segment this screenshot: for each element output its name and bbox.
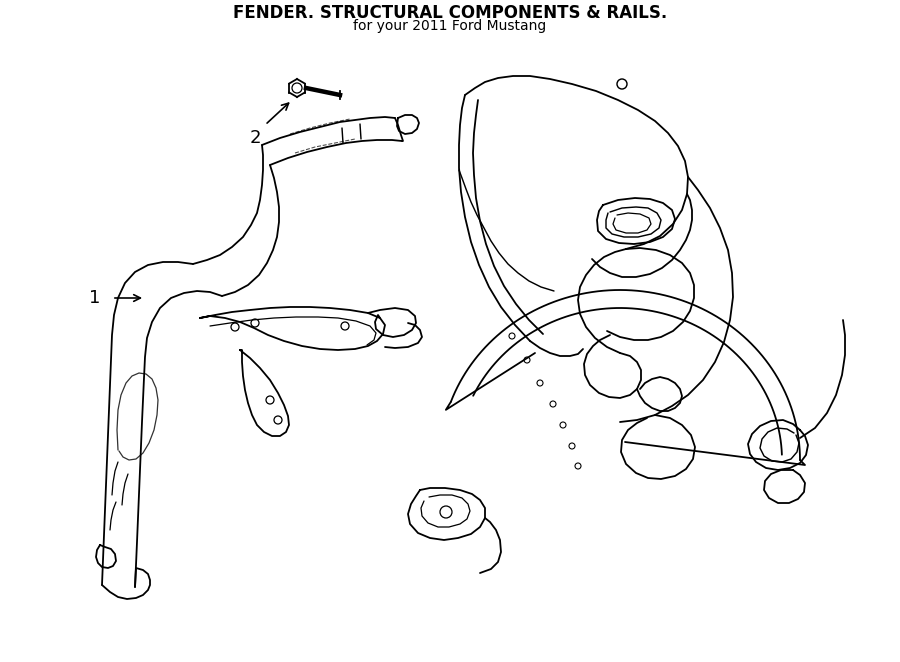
Text: FENDER. STRUCTURAL COMPONENTS & RAILS.: FENDER. STRUCTURAL COMPONENTS & RAILS. [233,4,667,22]
Text: 2: 2 [249,129,261,147]
Text: for your 2011 Ford Mustang: for your 2011 Ford Mustang [354,19,546,33]
Text: 1: 1 [89,289,101,307]
